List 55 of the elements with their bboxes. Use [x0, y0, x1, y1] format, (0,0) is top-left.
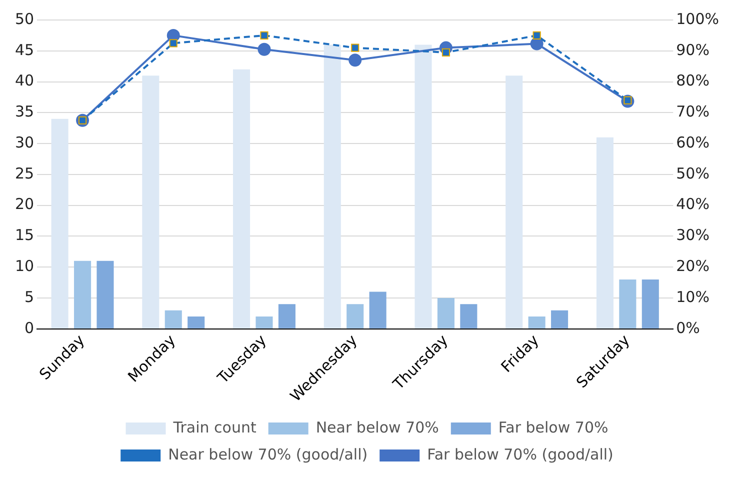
y-tick-label: 10: [14, 256, 34, 275]
y2-tick-label: 50%: [676, 164, 710, 182]
y2-tick-label: 70%: [676, 102, 710, 121]
y2-tick-label: 20%: [676, 256, 710, 275]
point: [532, 31, 541, 40]
point: [169, 39, 178, 48]
y2-tick-label: 100%: [676, 10, 720, 28]
bar: [506, 76, 523, 328]
y-tick-label: 45: [14, 40, 34, 59]
y-tick-label: 20: [14, 195, 34, 214]
y-tick-label: 0: [24, 318, 34, 337]
legend-label: Far below 70%: [498, 418, 608, 436]
y-tick-label: 35: [14, 102, 34, 121]
bar: [369, 292, 386, 328]
legend-label: Near below 70% (good/all): [168, 445, 368, 464]
y2-tick-label: 60%: [676, 133, 710, 152]
y-tick-label: 40: [14, 72, 34, 90]
bar: [51, 118, 68, 328]
y2-tick-label: 10%: [676, 288, 710, 306]
y2-tick-label: 90%: [676, 40, 710, 59]
bar: [256, 316, 273, 328]
y-tick-label: 50: [14, 10, 34, 28]
y-tick-label: 15: [14, 226, 34, 244]
point: [351, 44, 360, 52]
bar: [619, 279, 636, 328]
y2-tick-label: 40%: [676, 195, 710, 214]
bar: [188, 316, 205, 328]
point: [260, 31, 268, 40]
y2-tick-label: 30%: [676, 226, 710, 244]
bar: [74, 260, 92, 328]
y-tick-label: 25: [14, 164, 34, 182]
bar: [278, 304, 296, 328]
bar: [142, 76, 160, 328]
bar: [324, 44, 341, 328]
point: [442, 48, 450, 56]
bar: [596, 137, 614, 328]
legend-label: Near below 70%: [316, 418, 439, 436]
point: [348, 54, 362, 67]
bar: [528, 316, 546, 328]
y2-tick-label: 0%: [676, 318, 700, 337]
y2-tick-label: 80%: [676, 72, 710, 90]
bar: [460, 304, 478, 328]
y-tick-label: 5: [24, 288, 34, 306]
bar: [642, 279, 659, 328]
bar: [96, 260, 114, 328]
bar: [346, 304, 364, 328]
legend-label: Far below 70% (good/all): [427, 445, 614, 464]
legend-label: Train count: [172, 418, 256, 436]
bar: [551, 310, 568, 328]
bar: [164, 310, 182, 328]
point: [258, 42, 271, 56]
bar: [437, 298, 454, 328]
bar: [414, 44, 432, 328]
bar: [233, 69, 250, 328]
y-tick-label: 30: [14, 133, 34, 152]
